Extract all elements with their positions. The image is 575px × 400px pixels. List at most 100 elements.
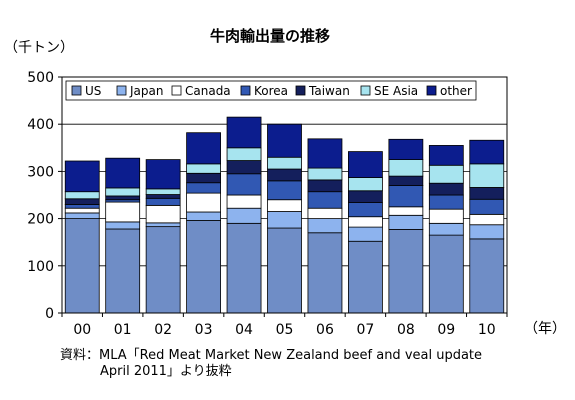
bar-segment-japan-09 bbox=[428, 222, 464, 236]
x-tick-label: 08 bbox=[397, 322, 415, 338]
source-line-1: 資料：MLA「Red Meat Market New Zealand beef … bbox=[60, 348, 482, 363]
x-tick-label: 05 bbox=[276, 322, 294, 338]
bar-segment-taiwan-00 bbox=[64, 198, 100, 205]
bar-segment-taiwan-10 bbox=[469, 187, 505, 200]
bar-segment-us-04 bbox=[226, 222, 262, 314]
legend-swatch-other bbox=[426, 85, 437, 96]
bar-segment-us-06 bbox=[307, 232, 343, 314]
bar-segment-canada-07 bbox=[348, 216, 383, 228]
bar-segment-us-05 bbox=[267, 227, 302, 314]
y-tick-label: 100 bbox=[27, 259, 54, 275]
bar-segment-korea-05 bbox=[267, 180, 302, 201]
bar-segment-japan-01 bbox=[105, 221, 141, 230]
y-tick-label: 300 bbox=[27, 164, 54, 180]
bar-segment-japan-07 bbox=[348, 226, 383, 242]
bar-segment-canada-02 bbox=[145, 204, 181, 224]
legend-label-taiwan: Taiwan bbox=[308, 84, 350, 98]
bar-segment-taiwan-03 bbox=[186, 172, 221, 184]
legend-swatch-us bbox=[71, 85, 82, 96]
bar-segment-korea-03 bbox=[186, 182, 221, 194]
bar-segment-other-06 bbox=[307, 138, 343, 169]
bar-segment-se-asia-06 bbox=[307, 167, 343, 181]
legend-box bbox=[65, 80, 477, 101]
legend-label-korea: Korea bbox=[254, 84, 288, 98]
bar-segment-taiwan-09 bbox=[428, 182, 464, 196]
legend-swatch-japan bbox=[116, 85, 127, 96]
bar-segment-other-05 bbox=[267, 123, 302, 158]
bars bbox=[64, 116, 505, 314]
plot-frame bbox=[61, 76, 508, 314]
y-tick-label: 500 bbox=[27, 70, 54, 86]
bar-segment-canada-08 bbox=[388, 206, 424, 216]
legend-swatch-se-asia bbox=[360, 85, 371, 96]
bar-segment-us-02 bbox=[145, 226, 181, 314]
bar-segment-korea-08 bbox=[388, 185, 424, 208]
bar-segment-japan-06 bbox=[307, 218, 343, 234]
bar-segment-other-04 bbox=[226, 116, 262, 149]
x-tick-label: 02 bbox=[154, 322, 172, 338]
bar-segment-canada-10 bbox=[469, 213, 505, 226]
bar-segment-canada-09 bbox=[428, 208, 464, 224]
legend-swatch-korea bbox=[240, 85, 251, 96]
legend-label-canada: Canada bbox=[185, 84, 231, 98]
bar-segment-se-asia-08 bbox=[388, 159, 424, 177]
bar-segment-se-asia-01 bbox=[105, 187, 141, 197]
bar-segment-canada-06 bbox=[307, 207, 343, 220]
bar-segment-us-08 bbox=[388, 229, 424, 314]
x-tick-label: 09 bbox=[437, 322, 455, 338]
bar-segment-other-08 bbox=[388, 138, 424, 161]
legend: US Japan Canada Korea Taiwan SE Asia other bbox=[65, 80, 477, 101]
bar-segment-taiwan-04 bbox=[226, 160, 262, 175]
bar-segment-canada-03 bbox=[186, 192, 221, 213]
bar-segment-japan-05 bbox=[267, 211, 302, 229]
bar-segment-canada-05 bbox=[267, 199, 302, 212]
bar-segment-other-10 bbox=[469, 139, 505, 165]
bar-segment-canada-01 bbox=[105, 201, 141, 223]
chart-title: 牛肉輸出量の推移 bbox=[210, 27, 330, 45]
bar-segment-japan-08 bbox=[388, 214, 424, 230]
bar-segment-korea-04 bbox=[226, 173, 262, 196]
bar-segment-korea-07 bbox=[348, 202, 383, 218]
bar-segment-other-02 bbox=[145, 159, 181, 190]
bar-segment-se-asia-02 bbox=[145, 188, 181, 195]
bar-segment-us-03 bbox=[186, 220, 221, 314]
bar-segment-taiwan-08 bbox=[388, 175, 424, 186]
bar-segment-other-07 bbox=[348, 151, 383, 178]
bar-segment-other-09 bbox=[428, 145, 464, 166]
bar-segment-se-asia-10 bbox=[469, 163, 505, 188]
bar-segment-taiwan-01 bbox=[105, 195, 141, 201]
bar-segment-se-asia-07 bbox=[348, 177, 383, 192]
legend-label-japan: Japan bbox=[129, 84, 163, 98]
bar-segment-taiwan-05 bbox=[267, 168, 302, 182]
y-tick-label: 0 bbox=[45, 306, 54, 322]
bar-segment-canada-00 bbox=[64, 207, 100, 214]
y-tick-label: 200 bbox=[27, 212, 54, 228]
legend-label-se-asia: SE Asia bbox=[374, 84, 418, 98]
x-tick-label: 10 bbox=[478, 322, 496, 338]
bar-segment-japan-03 bbox=[186, 211, 221, 221]
x-tick-label: 06 bbox=[316, 322, 334, 338]
x-tick-label: 03 bbox=[195, 322, 213, 338]
bar-segment-other-00 bbox=[64, 160, 100, 193]
bar-segment-korea-10 bbox=[469, 198, 505, 215]
bar-segment-se-asia-04 bbox=[226, 147, 262, 161]
bar-segment-us-07 bbox=[348, 240, 383, 314]
x-tick-label: 07 bbox=[356, 322, 374, 338]
source-line-2: April 2011」より抜粋 bbox=[100, 363, 232, 379]
bar-segment-se-asia-05 bbox=[267, 156, 302, 170]
bar-segment-other-01 bbox=[105, 157, 141, 189]
legend-swatch-canada bbox=[171, 85, 182, 96]
x-axis-unit-label: （年） bbox=[524, 321, 566, 337]
bar-segment-korea-06 bbox=[307, 191, 343, 209]
x-tick-label: 00 bbox=[73, 322, 91, 338]
bar-segment-us-09 bbox=[428, 234, 464, 314]
bar-segment-korea-00 bbox=[64, 204, 100, 209]
bar-segment-other-03 bbox=[186, 132, 221, 165]
legend-swatch-taiwan bbox=[295, 85, 306, 96]
bar-segment-se-asia-03 bbox=[186, 163, 221, 174]
bar-segment-taiwan-02 bbox=[145, 194, 181, 199]
bar-segment-japan-10 bbox=[469, 224, 505, 240]
bar-segment-japan-04 bbox=[226, 207, 262, 224]
bar-segment-japan-00 bbox=[64, 212, 100, 220]
